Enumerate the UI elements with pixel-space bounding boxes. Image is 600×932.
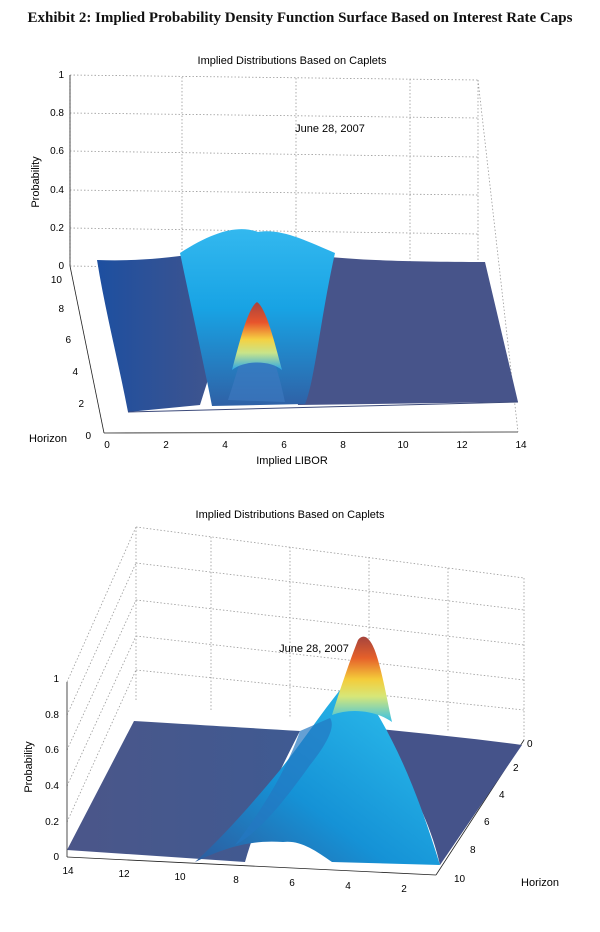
x-tick-labels: 0 2 4 6 8 10 12 14 (104, 440, 527, 451)
z-axis-label: Probability (23, 741, 35, 793)
y-tick-label: 6 (65, 335, 71, 346)
probability-surface (67, 636, 522, 865)
z-tick-label: 0 (58, 261, 64, 272)
exhibit-title: Exhibit 2: Implied Probability Density F… (27, 10, 573, 26)
surface-peak (332, 636, 392, 722)
z-tick-label: 0.6 (45, 745, 59, 756)
surface-ridge-left-slope (235, 718, 332, 845)
z-tick-label: 0.8 (45, 710, 59, 721)
y-tick-label: 2 (78, 399, 84, 410)
x-tick-label: 4 (345, 881, 351, 892)
z-tick-label: 0.6 (50, 146, 64, 157)
y-tick-label: 8 (58, 304, 64, 315)
x-tick-label: 8 (233, 875, 239, 886)
x-tick-label: 8 (340, 440, 346, 451)
z-tick-label: 1 (53, 674, 59, 685)
x-tick-label: 2 (163, 440, 169, 451)
axes-box (66, 526, 525, 823)
x-tick-label: 2 (401, 884, 407, 895)
x-tick-label: 10 (397, 440, 409, 451)
y-tick-label: 4 (499, 790, 505, 801)
y-axis-label: Horizon (29, 433, 67, 445)
y-axis-label: Horizon (521, 877, 559, 889)
z-axis-label: Probability (30, 156, 42, 208)
x-tick-label: 12 (118, 869, 130, 880)
x-tick-label: 14 (515, 440, 527, 451)
z-tick-label: 0.8 (50, 108, 64, 119)
z-tick-label: 0.2 (45, 817, 59, 828)
x-tick-label: 10 (174, 872, 186, 883)
axes-frame (69, 75, 519, 434)
chart-panel-front: Implied Distributions Based on Caplets J… (0, 40, 600, 480)
surface-valley (228, 330, 285, 402)
z-tick-labels: 0 0.2 0.4 0.6 0.8 1 (50, 70, 64, 272)
y-tick-label: 0 (527, 739, 533, 750)
x-tick-label: 4 (222, 440, 228, 451)
surface-front-edge (127, 401, 519, 413)
y-tick-label: 4 (72, 367, 78, 378)
z-tick-label: 0.2 (50, 223, 64, 234)
y-tick-labels: 0 2 4 6 8 10 (51, 275, 92, 442)
x-tick-labels: 14 12 10 8 6 4 2 (62, 866, 407, 895)
y-tick-label: 6 (484, 817, 490, 828)
x-tick-label: 0 (104, 440, 110, 451)
x-axis-label: Implied LIBOR (256, 455, 328, 467)
surface-chart-front: Implied Distributions Based on Caplets J… (29, 55, 527, 467)
z-tick-label: 0.4 (50, 185, 64, 196)
y-tick-label: 8 (470, 845, 476, 856)
y-tick-label: 2 (513, 763, 519, 774)
x-tick-label: 14 (62, 866, 74, 877)
date-annotation: June 28, 2007 (279, 643, 349, 655)
surface-flat-right (370, 728, 522, 865)
x-tick-label: 6 (289, 878, 295, 889)
z-tick-label: 0.4 (45, 781, 59, 792)
y-tick-labels: 0 2 4 6 8 10 (454, 739, 533, 885)
chart-title: Implied Distributions Based on Caplets (196, 509, 385, 521)
chart-title: Implied Distributions Based on Caplets (198, 55, 387, 67)
z-tick-label: 0 (53, 852, 59, 863)
x-tick-label: 6 (281, 440, 287, 451)
z-tick-label: 1 (58, 70, 64, 81)
y-tick-label: 10 (51, 275, 63, 286)
z-tick-labels: 0 0.2 0.4 0.6 0.8 1 (45, 674, 59, 863)
probability-surface (97, 229, 519, 413)
y-tick-label: 10 (454, 874, 466, 885)
surface-peak (232, 302, 282, 370)
x-tick-label: 12 (456, 440, 468, 451)
y-tick-label: 0 (85, 431, 91, 442)
surface-chart-rotated: Implied Distributions Based on Caplets J… (23, 509, 559, 895)
date-annotation: June 28, 2007 (295, 123, 365, 135)
chart-panel-rotated: Implied Distributions Based on Caplets J… (0, 500, 600, 920)
